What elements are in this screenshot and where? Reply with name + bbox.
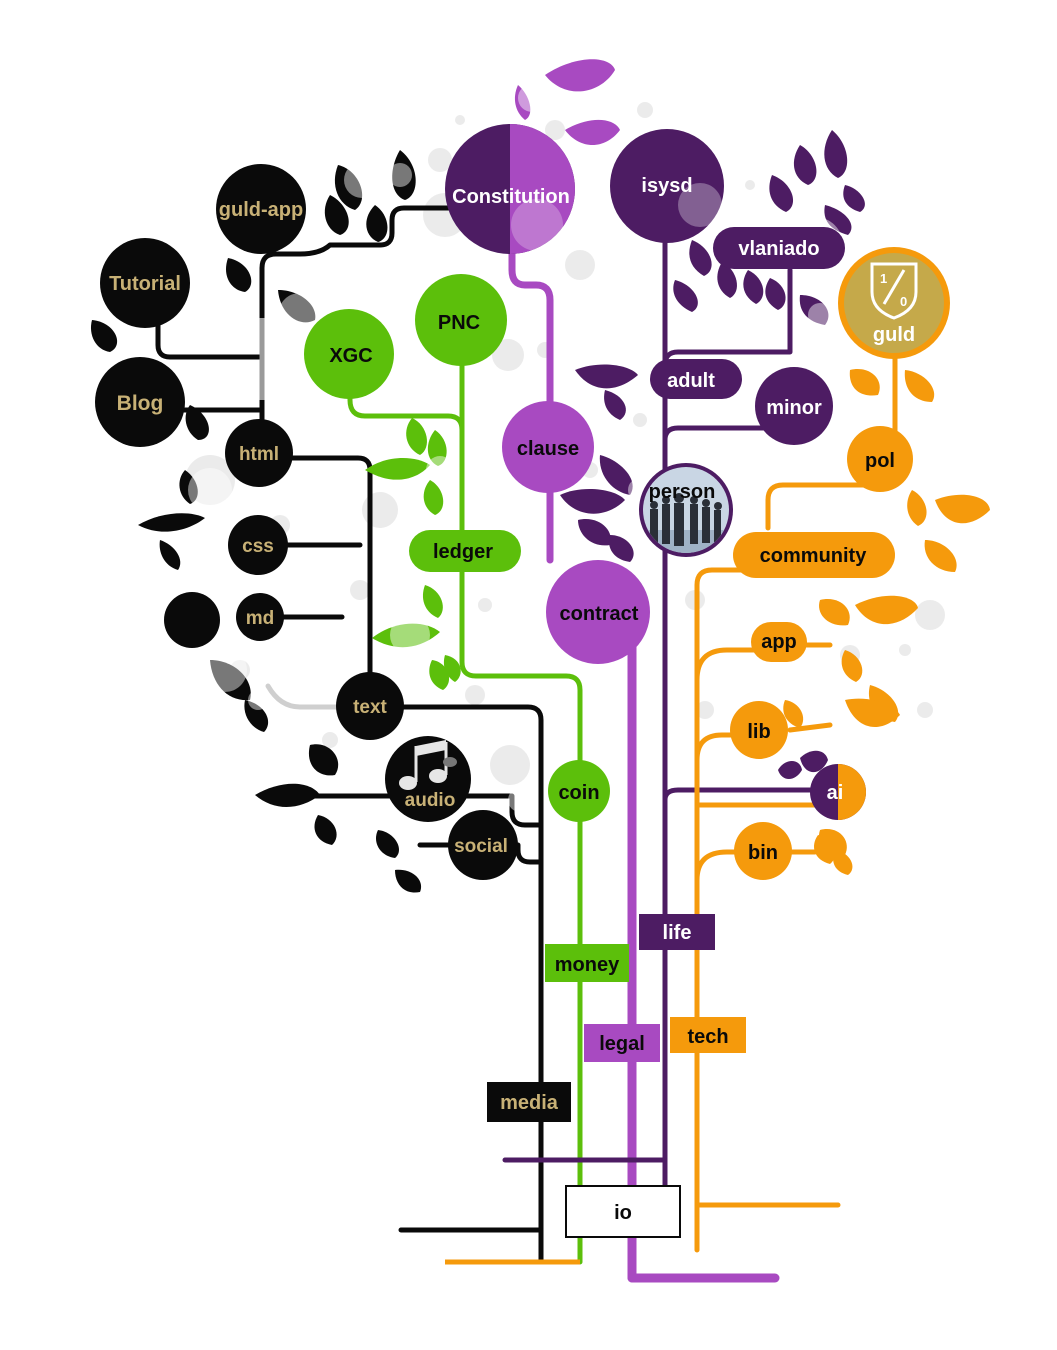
node-minor[interactable]: minor — [755, 367, 833, 445]
node-md-label: md — [246, 608, 275, 629]
node-bin[interactable]: bin — [734, 822, 792, 880]
node-vlaniado[interactable]: vlaniado — [713, 227, 845, 269]
branch-label-media[interactable]: media — [487, 1082, 571, 1122]
leaves-life — [560, 130, 865, 779]
leaves-media — [90, 150, 422, 893]
node-md[interactable]: md — [236, 593, 284, 641]
stems-money — [347, 327, 583, 1265]
branch-label-legal[interactable]: legal — [584, 1024, 660, 1062]
svg-text:0: 0 — [900, 294, 907, 309]
stems-tech — [694, 347, 898, 1253]
svg-text:1: 1 — [880, 271, 887, 286]
node-vlaniado-label: vlaniado — [738, 238, 819, 260]
leaves-money — [365, 418, 461, 690]
leaves-tech — [783, 369, 990, 875]
node-lib-label: lib — [747, 721, 770, 743]
node-pnc-label: PNC — [438, 312, 480, 334]
root-io-label: io — [614, 1202, 632, 1224]
node-person-label: person — [649, 481, 716, 503]
node-text-label: text — [353, 697, 387, 718]
node-pol-label: pol — [865, 450, 895, 472]
node-isysd[interactable]: isysd — [610, 129, 724, 243]
node-constitution-label: Constitution — [452, 186, 570, 208]
node-audio[interactable]: audio — [385, 736, 471, 822]
node-ledger[interactable]: ledger — [409, 530, 521, 572]
node-pnc[interactable]: PNC — [415, 274, 507, 366]
node-constitution[interactable]: Constitution — [445, 120, 580, 260]
node-css[interactable]: css — [228, 515, 288, 575]
node-pol[interactable]: pol — [847, 426, 913, 492]
node-bin-label: bin — [748, 842, 778, 864]
node-social[interactable]: social — [448, 810, 518, 880]
node-guld[interactable]: 1 0 guld — [838, 247, 950, 359]
stem-media-grey — [265, 683, 343, 710]
node-guld-label: guld — [873, 324, 915, 346]
node-blog-label: Blog — [117, 392, 164, 415]
leaves-legal — [514, 59, 620, 145]
branch-label-tech-text: tech — [687, 1026, 728, 1048]
branch-label-life-text: life — [663, 922, 692, 944]
node-html-label: html — [239, 444, 279, 465]
node-text[interactable]: text — [336, 672, 404, 740]
music-notes-icon — [399, 740, 457, 790]
node-tutorial-label: Tutorial — [109, 273, 181, 295]
node-xgc[interactable]: XGC — [304, 309, 394, 399]
guld-shield-logo-icon: 1 0 — [870, 262, 918, 320]
node-tutorial[interactable]: Tutorial — [100, 238, 190, 328]
node-blog[interactable]: Blog — [95, 357, 185, 447]
node-css-label: css — [242, 536, 274, 557]
node-community-label: community — [760, 545, 868, 567]
branch-label-money-text: money — [555, 954, 620, 976]
node-coin[interactable]: coin — [548, 760, 610, 822]
node-app-label: app — [761, 631, 797, 653]
branch-label-life[interactable]: life — [639, 914, 715, 950]
node-person[interactable]: person — [639, 463, 733, 557]
node-community[interactable]: community — [733, 532, 895, 578]
node-guld-app-label: guld-app — [219, 199, 303, 221]
node-clause[interactable]: clause — [502, 401, 594, 493]
node-adult[interactable]: adult — [650, 359, 742, 399]
branch-label-legal-text: legal — [599, 1033, 645, 1055]
node-adult-label: adult — [667, 370, 715, 392]
node-xgc-label: XGC — [329, 345, 372, 367]
node-html[interactable]: html — [225, 419, 293, 487]
branch-label-media-text: media — [500, 1092, 559, 1114]
root-io-box[interactable]: io — [565, 1185, 681, 1238]
node-ledger-label: ledger — [433, 541, 493, 563]
branch-label-tech[interactable]: tech — [670, 1017, 746, 1053]
node-lib[interactable]: lib — [730, 701, 788, 759]
node-guld-app[interactable]: guld-app — [216, 164, 306, 254]
node-audio-label: audio — [405, 790, 456, 811]
node-contract[interactable]: contract — [546, 560, 650, 664]
node-clause-label: clause — [517, 438, 579, 460]
node-social-label: social — [454, 836, 508, 857]
stems-legal — [508, 196, 780, 1283]
node-isysd-label: isysd — [641, 175, 692, 197]
node-minor-label: minor — [766, 397, 822, 419]
node-ai-label: ai — [827, 782, 844, 804]
node-coin-label: coin — [558, 782, 599, 804]
branch-label-money[interactable]: money — [545, 944, 629, 982]
node-contract-label: contract — [560, 603, 639, 625]
node-app[interactable]: app — [751, 622, 807, 662]
